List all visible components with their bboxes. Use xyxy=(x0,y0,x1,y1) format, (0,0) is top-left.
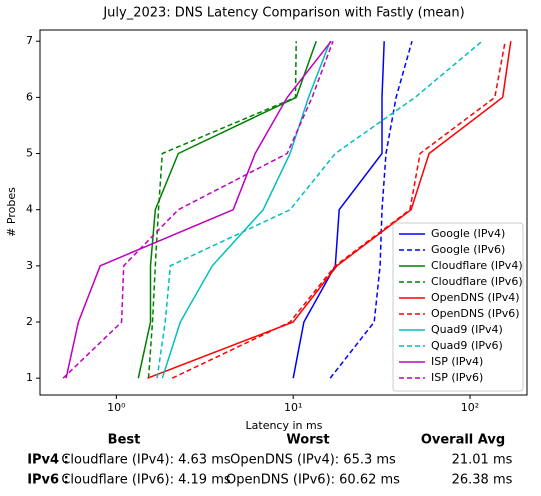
table-cell: Cloudflare (IPv4): 4.63 ms xyxy=(61,453,231,468)
y-tick-label: 5 xyxy=(26,147,33,160)
table-cell: OpenDNS (IPv4): 65.3 ms xyxy=(230,453,396,468)
series-line xyxy=(147,41,512,379)
y-tick-label: 7 xyxy=(26,34,33,47)
legend-label: Cloudflare (IPv4) xyxy=(431,259,523,272)
legend-label: ISP (IPv6) xyxy=(431,371,483,384)
legend-box xyxy=(392,222,524,392)
table-cell: 26.38 ms xyxy=(452,473,513,488)
legend-label: OpenDNS (IPv6) xyxy=(431,307,520,320)
x-tick-label: 10⁰ xyxy=(107,401,126,414)
table-header: Worst xyxy=(286,433,329,448)
legend-label: Quad9 (IPv6) xyxy=(431,339,503,352)
x-tick-label: 10¹ xyxy=(284,401,302,414)
legend-label: Google (IPv6) xyxy=(431,243,505,256)
y-tick-label: 4 xyxy=(26,203,33,216)
table-header: Overall Avg xyxy=(421,433,505,448)
series-line xyxy=(161,40,331,379)
table-cell: OpenDNS (IPv6): 60.62 ms xyxy=(226,473,400,488)
series-line xyxy=(62,40,334,379)
legend-label: Quad9 (IPv4) xyxy=(431,323,503,336)
series-line xyxy=(292,41,385,379)
legend-label: Cloudflare (IPv6) xyxy=(431,275,523,288)
plot-frame xyxy=(39,29,528,396)
legend-label: ISP (IPv4) xyxy=(431,355,483,368)
chart-title: July_2023: DNS Latency Comparison with F… xyxy=(102,6,464,21)
series-line xyxy=(329,40,413,379)
y-tick-label: 3 xyxy=(26,259,33,272)
legend-label: Google (IPv4) xyxy=(431,227,505,240)
y-tick-label: 2 xyxy=(26,315,33,328)
table-header: Best xyxy=(108,433,141,448)
y-tick-label: 6 xyxy=(26,90,33,103)
series-line xyxy=(156,40,483,379)
series-line xyxy=(147,41,297,379)
series-line xyxy=(65,40,332,379)
table-row-label: IPv6 : xyxy=(27,473,69,488)
table-cell: 21.01 ms xyxy=(452,453,513,468)
y-axis-label: # Probes xyxy=(5,187,18,237)
table-cell: Cloudflare (IPv6): 4.19 ms xyxy=(61,473,231,488)
legend-label: OpenDNS (IPv4) xyxy=(431,291,520,304)
table-row-label: IPv4 : xyxy=(27,453,69,468)
y-tick-label: 1 xyxy=(26,371,33,384)
x-axis-label: Latency in ms xyxy=(246,419,323,432)
x-tick-label: 10² xyxy=(461,401,479,414)
series-line xyxy=(171,41,506,379)
